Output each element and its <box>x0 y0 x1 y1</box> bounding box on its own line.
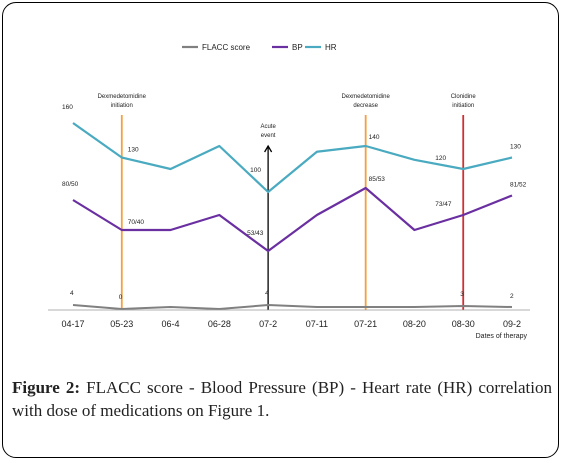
data-label: 81/52 <box>510 182 527 189</box>
data-label: 4 <box>70 290 74 297</box>
data-label: 100 <box>250 167 261 174</box>
data-label: 160 <box>62 104 73 111</box>
data-label: 130 <box>128 147 139 154</box>
x-tick-label: 05-23 <box>110 319 133 329</box>
legend-label: HR <box>325 43 337 52</box>
legend-label: BP <box>292 43 303 52</box>
x-tick-label: 08-20 <box>403 319 426 329</box>
data-labels: 4 0 4 3 2 80/50 70/40 53/43 85/53 73/47 81/52 160 13… <box>62 104 527 301</box>
line-chart: FLACC score BP HR Dexmedetomidine initiatio… <box>48 43 530 340</box>
caption-label: Figure 2: <box>12 378 81 397</box>
series-line-bp <box>72 186 513 253</box>
arrow-head <box>264 144 273 153</box>
annotation-label: Dexmedetomidine <box>341 94 390 100</box>
x-tick-label: 06-4 <box>162 319 180 329</box>
data-label: 130 <box>510 144 521 151</box>
data-label: 3 <box>460 291 464 298</box>
data-label: 120 <box>435 155 446 162</box>
legend-label: FLACC score <box>202 43 251 52</box>
caption-text: FLACC score - Blood Pressure (BP) - Hear… <box>12 378 552 420</box>
data-label: 73/47 <box>435 201 452 208</box>
data-label: 2 <box>510 293 514 300</box>
medication-markers: Dexmedetomidine initiation Acute event Dexme… <box>98 94 477 310</box>
annotation-label: Dexmedetomidine <box>98 94 147 100</box>
series-line-hr <box>72 122 513 194</box>
data-label: 70/40 <box>128 219 145 226</box>
legend: FLACC score BP HR <box>182 43 337 52</box>
x-tick-label: 04-17 <box>61 319 84 329</box>
x-tick-labels: 04-17 05-23 06-4 06-28 07-2 07-11 07-21 08-20 08… <box>61 319 521 329</box>
series-line-flacc-score <box>72 304 513 310</box>
data-label: 140 <box>369 134 380 141</box>
x-tick-label: 06-28 <box>208 319 231 329</box>
data-label: 53/43 <box>247 230 264 237</box>
x-tick-label: 07-2 <box>259 319 277 329</box>
figure-frame <box>2 2 559 458</box>
x-tick-label: 07-11 <box>306 319 328 329</box>
series-lines <box>72 122 513 310</box>
annotation-label: event <box>261 133 276 139</box>
x-tick-label: 08-30 <box>452 319 475 329</box>
data-label: 85/53 <box>369 176 386 183</box>
data-label: 4 <box>265 290 269 297</box>
annotation-label: initiation <box>452 103 474 109</box>
annotation-label: Clonidine <box>451 94 477 100</box>
annotation-label: Acute <box>260 124 276 130</box>
data-label: 0 <box>119 294 123 301</box>
annotation-label: initiation <box>111 103 133 109</box>
data-label: 80/50 <box>62 181 79 188</box>
x-tick-label: 09-2 <box>503 319 521 329</box>
annotation-label: decrease <box>353 103 378 109</box>
x-axis-label: Dates of therapy <box>476 333 528 340</box>
x-tick-label: 07-21 <box>354 319 377 329</box>
figure-caption: Figure 2: FLACC score - Blood Pressure (… <box>12 376 552 422</box>
